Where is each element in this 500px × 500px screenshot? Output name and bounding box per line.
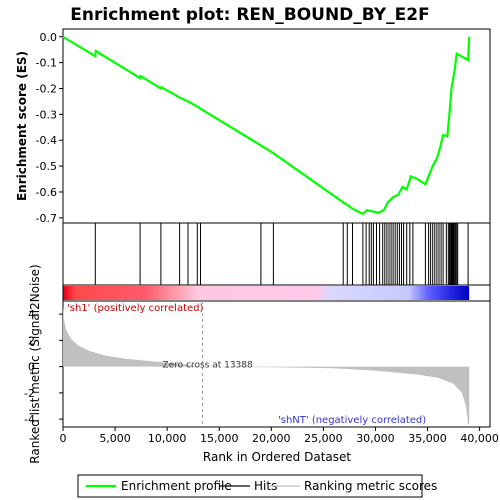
x-axis-label: Rank in Ordered Dataset (203, 450, 351, 464)
metric-tick-label: -2 (24, 387, 35, 400)
metric-tick-label: -4 (24, 413, 35, 426)
metric-y-ticks: 4 2 0 -2 -4 (24, 308, 63, 426)
es-tick-label: -0.7 (36, 212, 57, 225)
es-tick-label: -0.6 (36, 186, 57, 199)
x-tick-label: 40,000 (460, 432, 499, 445)
negative-correlation-label: 'shNT' (negatively correlated) (278, 415, 426, 426)
enrichment-profile-line (62, 35, 471, 216)
x-tick-label: 20,000 (252, 432, 291, 445)
es-axis-label: Enrichment score (ES) (15, 51, 29, 201)
es-tick-label: -0.4 (36, 134, 57, 147)
hits-panel (62, 222, 491, 286)
zero-cross-label: Zero cross at 13388 (162, 361, 253, 371)
es-tick-label: -0.5 (36, 160, 57, 173)
legend-label: Hits (254, 479, 277, 493)
positive-correlation-label: 'sh1' (positively correlated) (67, 303, 204, 314)
es-tick-label: -0.1 (36, 57, 57, 70)
chart-title: Enrichment plot: REN_BOUND_BY_E2F (70, 5, 429, 25)
legend-items: Enrichment profile Hits Ranking metric sco… (86, 479, 437, 493)
es-y-ticks: 0.0 -0.1 -0.2 -0.3 -0.4 -0.5 -0.6 -0.7 (36, 31, 63, 225)
ranking-metric-area (63, 306, 470, 425)
metric-tick-label: 4 (28, 308, 35, 321)
x-tick-label: 30,000 (356, 432, 395, 445)
rank-colorbar (63, 286, 470, 300)
legend-label: Enrichment profile (121, 479, 232, 493)
x-axis-ticks: 0 5,000 10,000 15,000 20,000 25,000 30,000 35,0… (60, 427, 499, 445)
x-tick-label: 5,000 (99, 432, 131, 445)
es-tick-label: 0.0 (40, 31, 58, 44)
es-panel (62, 28, 491, 224)
metric-tick-label: 2 (28, 334, 35, 347)
metric-tick-label: 0 (28, 361, 35, 374)
legend-label: Ranking metric scores (304, 479, 437, 493)
es-tick-label: -0.3 (36, 108, 57, 121)
es-tick-label: -0.2 (36, 82, 57, 95)
x-tick-label: 15,000 (200, 432, 239, 445)
x-tick-label: 25,000 (304, 432, 343, 445)
metric-axis-label: Ranked list metric (Signal2Noise) (28, 264, 42, 463)
x-tick-label: 10,000 (148, 432, 187, 445)
x-tick-label: 35,000 (408, 432, 447, 445)
x-tick-label: 0 (60, 432, 67, 445)
hits-marks (94, 223, 469, 285)
